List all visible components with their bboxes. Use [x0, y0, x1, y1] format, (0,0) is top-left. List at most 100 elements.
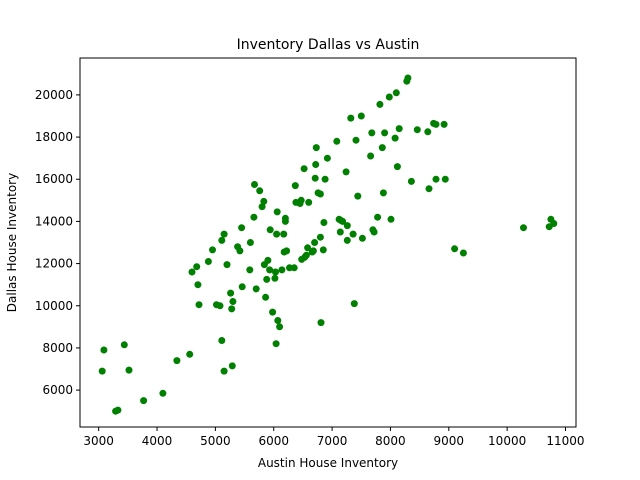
data-point	[291, 182, 299, 190]
data-point	[236, 247, 244, 255]
data-point	[272, 340, 280, 348]
data-point	[100, 346, 108, 354]
data-point	[424, 128, 432, 136]
data-point	[378, 144, 386, 152]
data-point	[228, 305, 236, 313]
data-point	[264, 256, 272, 264]
data-point	[266, 226, 274, 234]
data-point	[266, 266, 274, 274]
x-tick-label: 3000	[83, 434, 114, 448]
data-point	[321, 175, 329, 183]
data-point	[246, 266, 254, 274]
data-point	[216, 302, 224, 310]
data-point	[352, 136, 360, 144]
data-point	[368, 129, 376, 137]
y-tick-label: 10000	[35, 299, 73, 313]
data-point	[281, 217, 289, 225]
data-point	[262, 293, 270, 301]
data-point	[425, 185, 433, 193]
data-point	[316, 233, 324, 241]
data-point	[395, 125, 403, 133]
y-axis-ticks: 6000 8000 10000 12000 14000 16000 18000 20000	[35, 88, 80, 397]
data-point	[432, 175, 440, 183]
x-tick-label: 9000	[434, 434, 465, 448]
y-tick-label: 12000	[35, 257, 73, 271]
y-tick-label: 6000	[42, 383, 73, 397]
data-point	[283, 247, 291, 255]
data-point	[114, 406, 122, 414]
data-point	[432, 120, 440, 128]
data-point	[120, 341, 128, 349]
data-point	[413, 126, 421, 134]
data-point	[520, 224, 527, 232]
data-point	[342, 168, 350, 176]
data-point	[404, 74, 412, 82]
data-point	[304, 244, 312, 252]
data-point	[387, 215, 395, 223]
data-point	[274, 317, 282, 324]
x-tick-label: 4000	[142, 434, 173, 448]
data-point	[246, 239, 254, 246]
data-point	[227, 289, 235, 297]
data-point	[323, 154, 331, 162]
data-point	[272, 268, 279, 276]
data-point	[297, 196, 305, 204]
data-point	[300, 165, 308, 173]
y-tick-label: 14000	[35, 214, 73, 228]
data-point	[125, 366, 133, 374]
data-point	[238, 224, 246, 232]
data-point	[204, 258, 212, 265]
data-point	[311, 239, 319, 246]
data-point	[273, 230, 281, 238]
data-point	[343, 222, 351, 230]
data-point	[309, 247, 317, 255]
data-point	[228, 362, 236, 370]
x-tick-label: 8000	[375, 434, 406, 448]
x-tick-label: 11000	[546, 434, 584, 448]
data-point	[347, 114, 355, 122]
data-point	[376, 100, 384, 108]
data-point	[311, 174, 319, 182]
data-point	[319, 246, 327, 254]
data-point	[188, 268, 196, 276]
data-point	[550, 220, 558, 227]
y-tick-label: 18000	[35, 130, 73, 144]
data-point	[269, 308, 277, 316]
data-point	[317, 319, 325, 327]
data-point	[209, 246, 216, 254]
data-point	[379, 189, 387, 197]
data-point	[440, 120, 448, 128]
data-point	[273, 208, 281, 216]
x-tick-label: 7000	[317, 434, 348, 448]
data-point	[140, 397, 148, 405]
y-tick-label: 8000	[42, 341, 73, 355]
data-point	[312, 144, 320, 152]
data-point	[451, 245, 459, 253]
data-point	[374, 213, 382, 221]
data-point	[385, 93, 393, 101]
data-point	[392, 89, 400, 97]
data-points	[98, 74, 558, 415]
data-point	[258, 203, 266, 211]
x-axis-label: Austin House Inventory	[258, 456, 398, 470]
x-axis-ticks: 3000 4000 5000 6000 7000 8000 9000 10000 11000	[83, 427, 585, 448]
data-point	[358, 234, 366, 242]
chart-title: Inventory Dallas vs Austin	[237, 37, 420, 53]
data-point	[302, 251, 310, 259]
data-point	[252, 285, 260, 293]
data-point	[290, 264, 298, 272]
data-point	[312, 161, 320, 168]
data-point	[459, 249, 467, 257]
data-point	[195, 301, 203, 309]
data-point	[218, 337, 226, 344]
data-point	[357, 112, 365, 120]
data-point	[250, 213, 258, 221]
data-point	[173, 357, 181, 365]
data-point	[218, 236, 226, 244]
data-point	[370, 228, 378, 236]
x-tick-label: 5000	[200, 434, 231, 448]
data-point	[339, 217, 347, 225]
data-point	[251, 181, 258, 188]
data-point	[223, 261, 231, 269]
data-point	[354, 192, 362, 200]
